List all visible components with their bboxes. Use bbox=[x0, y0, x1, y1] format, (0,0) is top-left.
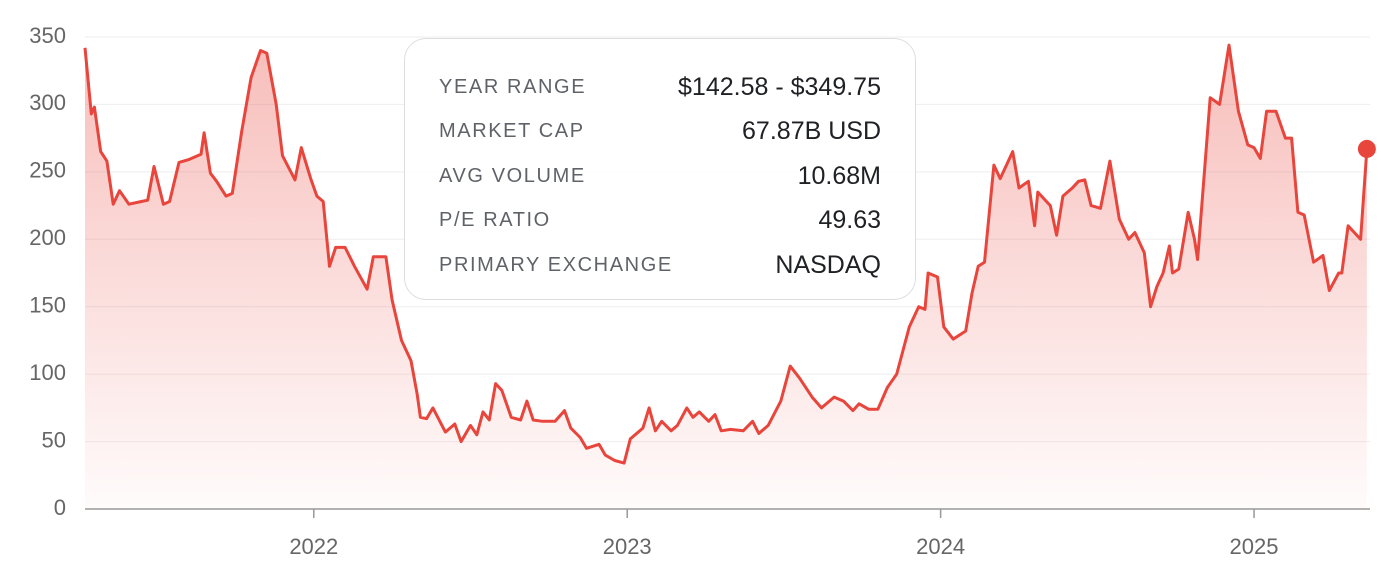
last-point bbox=[1357, 139, 1376, 158]
area bbox=[85, 45, 1367, 509]
stat-label: YEAR RANGE bbox=[439, 75, 587, 98]
stat-label: P/E RATIO bbox=[439, 209, 551, 232]
stat-label: PRIMARY EXCHANGE bbox=[439, 253, 673, 276]
stat-value: NASDAQ bbox=[775, 250, 881, 279]
price-line bbox=[83, 43, 1369, 465]
y-tick-label: 250 bbox=[29, 158, 66, 183]
stat-row: P/E RATIO 49.63 bbox=[439, 199, 881, 244]
x-tick-label: 2022 bbox=[289, 534, 338, 559]
y-tick-label: 0 bbox=[54, 495, 66, 520]
stat-value: $142.58 - $349.75 bbox=[678, 72, 881, 101]
stat-row: YEAR RANGE $142.58 - $349.75 bbox=[439, 65, 881, 110]
x-tick-label: 2025 bbox=[1230, 534, 1279, 559]
stat-value: 49.63 bbox=[818, 206, 881, 235]
stat-value: 67.87B USD bbox=[742, 117, 881, 146]
stats-card: YEAR RANGE $142.58 - $349.75 MARKET CAP 67.… bbox=[404, 38, 916, 300]
x-tick-label: 2023 bbox=[603, 534, 652, 559]
y-tick-label: 300 bbox=[29, 90, 66, 115]
stat-label: AVG VOLUME bbox=[439, 164, 586, 187]
stat-value: 10.68M bbox=[797, 161, 881, 190]
stat-row: PRIMARY EXCHANGE NASDAQ bbox=[439, 243, 881, 288]
y-tick-label: 100 bbox=[29, 360, 66, 385]
stat-row: AVG VOLUME 10.68M bbox=[439, 154, 881, 199]
stat-label: MARKET CAP bbox=[439, 120, 585, 143]
x-tick-label: 2024 bbox=[916, 534, 965, 559]
stat-row: MARKET CAP 67.87B USD bbox=[439, 110, 881, 155]
y-tick-label: 350 bbox=[29, 23, 66, 48]
y-tick-label: 200 bbox=[29, 225, 66, 250]
y-tick-label: 150 bbox=[29, 293, 66, 318]
y-tick-label: 50 bbox=[42, 427, 66, 452]
